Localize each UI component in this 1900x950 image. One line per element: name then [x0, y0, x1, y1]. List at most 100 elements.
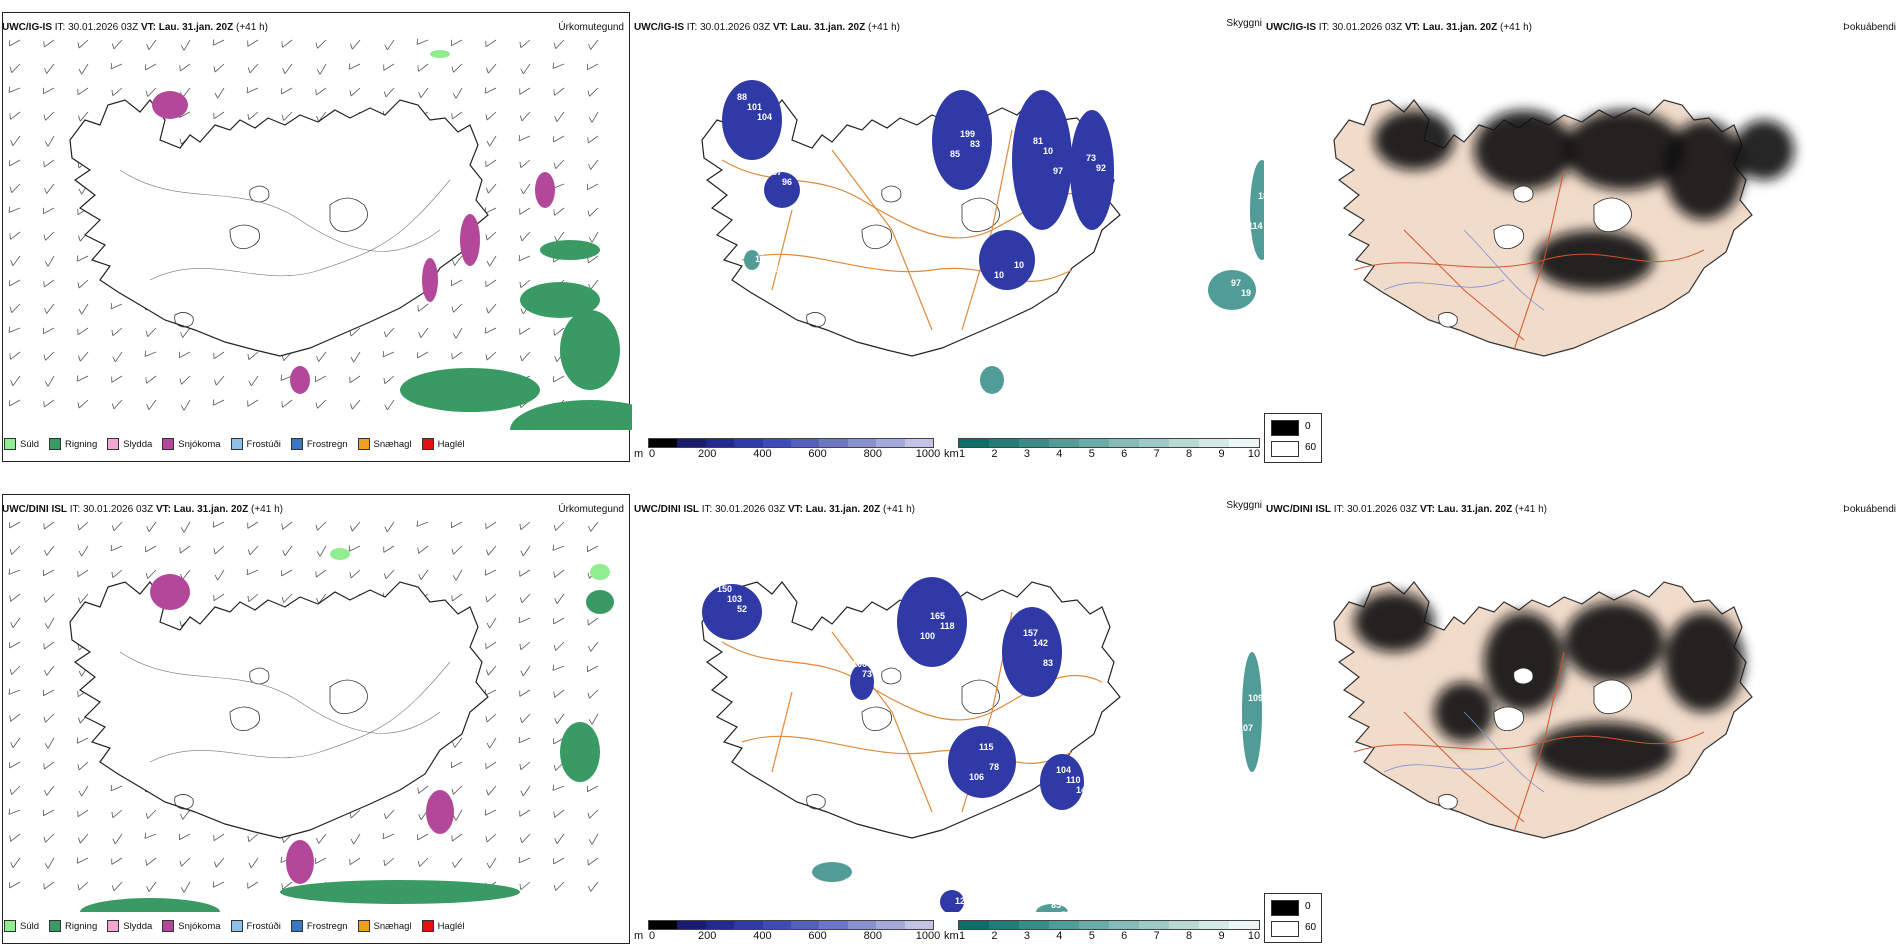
wind-barb: [44, 303, 55, 314]
fog-key-low-swatch: [1271, 900, 1299, 916]
snow-area: [150, 574, 190, 610]
wind-barb: [349, 569, 361, 579]
wind-barb: [553, 617, 565, 625]
wind-barb: [10, 255, 21, 266]
colorbar-segment: [1139, 439, 1169, 447]
wind-barb: [111, 375, 123, 383]
ceiling-value-label: 19: [1241, 288, 1251, 298]
wind-barb: [146, 521, 157, 532]
wind-barb: [452, 737, 463, 748]
wind-barb: [179, 857, 191, 867]
ceiling-value-label: 103: [727, 594, 742, 604]
colorbar-segment: [1199, 439, 1229, 447]
low-ceiling-area: [850, 664, 874, 700]
wind-barb: [519, 761, 531, 771]
colorbar-tick: 9: [1218, 930, 1225, 942]
glacier-outline: [881, 667, 902, 685]
wind-barb: [213, 833, 225, 842]
legend-item: Snjókoma: [162, 920, 221, 932]
wind-barb: [44, 183, 55, 194]
wind-barb: [112, 351, 123, 363]
wind-barb: [145, 857, 157, 866]
fog-area: [1354, 592, 1434, 652]
map-frame: [2, 494, 630, 944]
low-visibility-area: [812, 862, 852, 882]
fog-key-high-swatch: [1271, 441, 1299, 457]
colorbar-unit: m: [634, 930, 644, 942]
wind-barb: [145, 569, 157, 579]
rain-area: [560, 310, 620, 390]
fog-map: [1333, 581, 1753, 839]
wind-barb: [111, 87, 123, 97]
wind-barb: [382, 351, 395, 358]
fog-area: [1484, 612, 1564, 712]
wind-barb: [417, 785, 429, 794]
wind-barb: [43, 593, 55, 603]
road: [771, 209, 793, 291]
fog-key-bottom: 0 60: [1264, 893, 1322, 943]
legend-label: Snjókoma: [178, 438, 221, 450]
wind-barb: [77, 809, 89, 818]
wind-barb: [552, 664, 565, 671]
colorbar-segment: [1049, 921, 1079, 929]
wind-barb: [9, 641, 21, 649]
wind-barb: [349, 375, 361, 384]
precip-map: [8, 38, 632, 430]
colorbar-segment: [1229, 439, 1259, 447]
wind-barb: [519, 569, 531, 577]
wind-barb: [9, 665, 21, 675]
colorbar-segment: [819, 439, 848, 447]
legend-label: Frostúði: [246, 438, 281, 450]
wind-barb: [417, 303, 429, 312]
colorbar-tick: 800: [863, 930, 882, 942]
ceiling-value-label: 199: [960, 129, 975, 139]
wind-barb: [315, 375, 327, 382]
coastline: [69, 99, 489, 357]
wind-barb: [552, 62, 565, 69]
ceiling-value-label: 114: [1248, 221, 1263, 231]
ceiling-value-label: 97: [1053, 166, 1063, 176]
ceiling-value-label: 97: [1231, 278, 1241, 288]
wind-barb: [111, 39, 123, 50]
ceiling-value-label: 43: [984, 355, 994, 365]
wind-barb: [553, 87, 565, 96]
colorbar-segment: [705, 921, 735, 929]
wind-barb: [43, 569, 55, 576]
road: [1403, 711, 1525, 823]
wind-barb: [10, 737, 21, 748]
wind-barb: [350, 399, 361, 410]
legend-item: Haglél: [421, 920, 465, 932]
wind-barb: [417, 545, 429, 554]
wind-barb: [552, 784, 565, 791]
wind-barb: [78, 63, 89, 75]
wind-barb: [452, 87, 463, 99]
wind-barb: [144, 832, 157, 839]
wind-barb: [146, 881, 157, 892]
road: [831, 149, 933, 331]
low-visibility-area: [980, 366, 1004, 394]
road: [771, 691, 793, 773]
wind-barb: [519, 689, 531, 697]
visibility-colorbar: km 1 2 3 4 5 6 7 8 9 10: [944, 438, 1260, 466]
glacier-outline: [861, 706, 893, 731]
colorbar-tick: 200: [698, 448, 717, 460]
legend-item: Súld: [4, 438, 39, 450]
glacier-outline: [174, 312, 194, 328]
wind-barb: [9, 881, 21, 889]
wind-barb: [588, 521, 599, 532]
wind-barb: [587, 255, 599, 264]
wind-barb: [77, 761, 89, 771]
wind-barb: [553, 857, 565, 865]
wind-barb: [78, 593, 89, 604]
colorbar-segment: [1169, 439, 1199, 447]
colorbar-segment: [1019, 921, 1049, 929]
wind-barb: [316, 63, 327, 75]
wind-barb: [451, 593, 463, 602]
colorbar-tick: 2: [991, 448, 998, 460]
road: [1513, 651, 1565, 833]
legend-label: Rigning: [65, 438, 98, 450]
legend-item: Slydda: [107, 920, 152, 932]
wind-barb: [553, 207, 565, 216]
wind-barb: [519, 833, 531, 844]
wind-barb: [518, 255, 531, 262]
